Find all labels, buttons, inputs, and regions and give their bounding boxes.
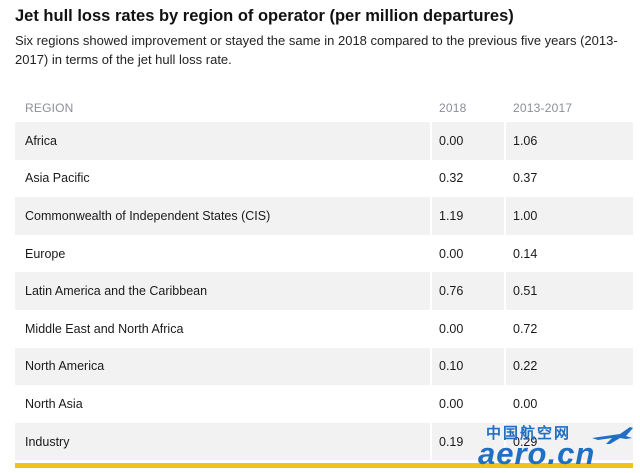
column-divider — [430, 385, 432, 423]
value-2013-2017-cell: 0.22 — [513, 359, 538, 374]
table-body: Africa 0.00 1.06 Asia Pacific 0.32 0.37 Common… — [15, 122, 633, 461]
value-2013-2017-cell: 1.06 — [513, 133, 538, 148]
watermark-en-text: aero.cn — [478, 436, 596, 471]
column-divider — [504, 309, 506, 348]
column-divider — [430, 122, 432, 160]
table-row: Asia Pacific 0.32 0.37 — [15, 159, 633, 198]
table-row: North America 0.10 0.22 — [15, 347, 633, 386]
value-2018-cell: 0.10 — [439, 359, 464, 374]
chart-title: Jet hull loss rates by region of operato… — [15, 7, 514, 25]
column-divider — [504, 385, 506, 423]
value-2018-cell: 0.32 — [439, 171, 464, 186]
region-cell: Middle East and North Africa — [25, 321, 184, 336]
value-2013-2017-cell: 0.37 — [513, 171, 538, 186]
column-divider — [430, 197, 432, 235]
column-divider — [430, 422, 432, 461]
value-2013-2017-cell: 1.00 — [513, 208, 538, 223]
region-cell: Industry — [25, 434, 70, 449]
column-divider — [430, 234, 432, 273]
value-2018-cell: 1.19 — [439, 208, 464, 223]
column-divider — [504, 272, 506, 310]
table-row: Europe 0.00 0.14 — [15, 234, 633, 273]
column-divider — [504, 159, 506, 198]
region-cell: Latin America and the Caribbean — [25, 284, 208, 299]
bottom-accent-bar — [15, 463, 633, 468]
watermark-cn-text: 中国航空网 — [486, 425, 572, 442]
table-row: Africa 0.00 1.06 — [15, 122, 633, 160]
column-divider — [504, 347, 506, 386]
value-2013-2017-cell: 0.51 — [513, 284, 538, 299]
column-header-region: REGION — [25, 101, 74, 115]
region-cell: North America — [25, 359, 105, 374]
region-cell: Africa — [25, 133, 57, 148]
value-2013-2017-cell: 0.00 — [513, 396, 538, 411]
region-cell: Asia Pacific — [25, 171, 90, 186]
table-row: North Asia 0.00 0.00 — [15, 385, 633, 423]
region-cell: North Asia — [25, 396, 83, 411]
chart-subtitle: Six regions showed improvement or stayed… — [15, 33, 618, 67]
value-2013-2017-cell: 0.14 — [513, 246, 538, 261]
value-2018-cell: 0.19 — [439, 434, 464, 449]
column-divider — [430, 159, 432, 198]
value-2018-cell: 0.76 — [439, 284, 464, 299]
value-2018-cell: 0.00 — [439, 396, 464, 411]
column-divider — [430, 347, 432, 386]
column-divider — [430, 272, 432, 310]
column-header-2013-2017: 2013-2017 — [513, 101, 573, 115]
table-header-row: REGION 2018 2013-2017 — [15, 94, 633, 122]
column-header-2018: 2018 — [439, 101, 467, 115]
region-cell: Commonwealth of Independent States (CIS) — [25, 208, 271, 223]
value-2013-2017-cell: 0.72 — [513, 321, 538, 336]
table-row: Industry 0.19 0.29 — [15, 422, 633, 461]
value-2018-cell: 0.00 — [439, 246, 464, 261]
column-divider — [504, 122, 506, 160]
value-2018-cell: 0.00 — [439, 321, 464, 336]
column-divider — [504, 234, 506, 273]
region-cell: Europe — [25, 246, 66, 261]
column-divider — [504, 422, 506, 461]
table-row: Latin America and the Caribbean 0.76 0.51 — [15, 272, 633, 310]
column-divider — [504, 197, 506, 235]
table-row: Commonwealth of Independent States (CIS)… — [15, 197, 633, 235]
column-divider — [430, 309, 432, 348]
airplane-icon — [592, 427, 633, 444]
table-row: Middle East and North Africa 0.00 0.72 — [15, 309, 633, 348]
value-2013-2017-cell: 0.29 — [513, 434, 538, 449]
data-table: REGION 2018 2013-2017 Africa 0.00 1.06 Asia… — [15, 94, 633, 461]
value-2018-cell: 0.00 — [439, 133, 464, 148]
watermark-logo: 中国航空网 aero.cn — [478, 422, 638, 472]
